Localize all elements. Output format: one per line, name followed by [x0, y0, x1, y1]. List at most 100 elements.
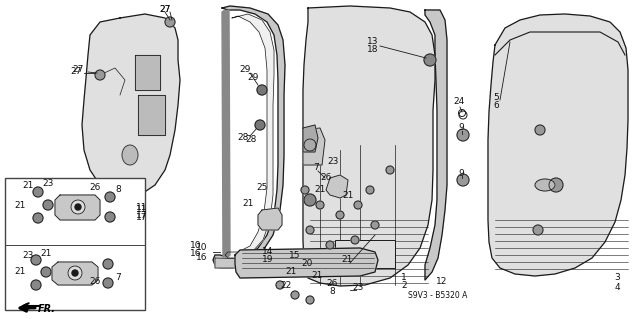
Circle shape [103, 278, 113, 288]
Text: 29: 29 [247, 73, 259, 83]
Polygon shape [55, 195, 100, 220]
Polygon shape [224, 10, 228, 258]
Text: 9: 9 [458, 123, 464, 132]
Circle shape [457, 129, 469, 141]
Text: 10: 10 [190, 241, 202, 249]
Text: 24: 24 [453, 98, 465, 107]
Circle shape [31, 255, 41, 265]
Circle shape [549, 178, 563, 192]
Text: 27: 27 [159, 4, 171, 13]
Text: 19: 19 [262, 256, 274, 264]
FancyBboxPatch shape [335, 240, 395, 268]
Polygon shape [303, 128, 325, 165]
Ellipse shape [535, 179, 555, 191]
Circle shape [457, 174, 469, 186]
Text: S9V3 - B5320 A: S9V3 - B5320 A [408, 291, 468, 300]
Circle shape [276, 281, 284, 289]
Text: 21: 21 [14, 268, 26, 277]
Circle shape [386, 166, 394, 174]
Polygon shape [135, 55, 160, 90]
Text: 27: 27 [70, 68, 82, 77]
Text: 15: 15 [289, 250, 301, 259]
Circle shape [326, 241, 334, 249]
Text: 21: 21 [342, 190, 354, 199]
Circle shape [304, 139, 316, 151]
Circle shape [33, 187, 43, 197]
Polygon shape [488, 14, 628, 276]
Circle shape [103, 259, 113, 269]
Circle shape [291, 291, 299, 299]
Text: 27: 27 [72, 65, 84, 75]
Text: 26: 26 [90, 278, 100, 286]
Text: 2: 2 [401, 281, 407, 291]
Polygon shape [235, 248, 378, 278]
Polygon shape [303, 125, 318, 152]
Text: 17: 17 [136, 211, 148, 220]
Text: 23: 23 [22, 250, 34, 259]
Circle shape [351, 236, 359, 244]
Text: 26: 26 [320, 174, 332, 182]
Circle shape [354, 201, 362, 209]
Circle shape [41, 267, 51, 277]
Text: 4: 4 [614, 283, 620, 292]
Polygon shape [215, 258, 283, 268]
Text: 1: 1 [401, 273, 407, 283]
FancyBboxPatch shape [5, 178, 145, 310]
Polygon shape [52, 262, 98, 285]
Circle shape [306, 296, 314, 304]
Circle shape [336, 211, 344, 219]
Circle shape [43, 200, 53, 210]
Circle shape [533, 225, 543, 235]
Text: 7: 7 [313, 164, 319, 173]
Circle shape [306, 226, 314, 234]
Circle shape [105, 192, 115, 202]
Circle shape [33, 213, 43, 223]
Text: 5: 5 [493, 93, 499, 101]
Text: 21: 21 [314, 186, 326, 195]
Circle shape [301, 186, 309, 194]
Text: 23: 23 [42, 179, 54, 188]
Ellipse shape [71, 200, 85, 214]
Text: 29: 29 [239, 65, 251, 75]
Text: 8: 8 [115, 186, 121, 195]
Text: 6: 6 [493, 101, 499, 110]
Polygon shape [326, 175, 348, 198]
Text: FR.: FR. [38, 304, 56, 314]
Circle shape [535, 125, 545, 135]
Text: 26: 26 [326, 279, 338, 288]
Text: 21: 21 [341, 256, 353, 264]
Polygon shape [226, 10, 230, 258]
Circle shape [31, 280, 41, 290]
Circle shape [105, 212, 115, 222]
Text: 20: 20 [301, 259, 313, 269]
Circle shape [366, 186, 374, 194]
Text: 22: 22 [280, 280, 292, 290]
Polygon shape [303, 6, 435, 286]
Circle shape [257, 85, 267, 95]
Polygon shape [225, 14, 274, 258]
Text: 12: 12 [436, 278, 448, 286]
Text: 9: 9 [458, 168, 464, 177]
Text: 26: 26 [90, 183, 100, 192]
Text: 13: 13 [367, 38, 379, 47]
Text: 21: 21 [311, 271, 323, 279]
Circle shape [304, 194, 316, 206]
Text: 28: 28 [237, 133, 249, 143]
Text: 21: 21 [40, 249, 52, 257]
Text: 16: 16 [190, 249, 202, 257]
Polygon shape [425, 10, 447, 280]
Text: 14: 14 [262, 248, 274, 256]
Text: 8: 8 [329, 286, 335, 295]
Circle shape [424, 54, 436, 66]
Text: 17: 17 [136, 213, 148, 222]
Circle shape [316, 201, 324, 209]
Ellipse shape [122, 145, 138, 165]
Ellipse shape [68, 266, 82, 280]
Text: 27: 27 [159, 4, 171, 13]
Text: 11: 11 [136, 204, 148, 212]
Circle shape [165, 17, 175, 27]
Polygon shape [222, 10, 226, 258]
Ellipse shape [72, 270, 78, 276]
Text: 21: 21 [14, 201, 26, 210]
Text: 21: 21 [22, 181, 34, 189]
